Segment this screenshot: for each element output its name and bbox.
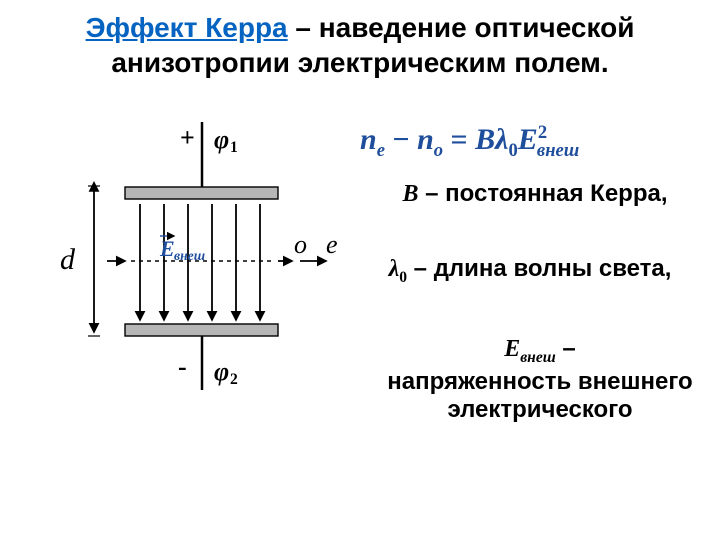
svg-text:-: - bbox=[178, 352, 187, 381]
svg-text:+: + bbox=[180, 123, 195, 152]
svg-text:внеш: внеш bbox=[174, 248, 205, 263]
kerr-cell-diagram: doeEвнеш+-φ1φ2 bbox=[20, 114, 340, 399]
svg-text:d: d bbox=[60, 243, 76, 276]
svg-text:o: o bbox=[294, 230, 307, 259]
kerr-cell-svg: doeEвнеш+-φ1φ2 bbox=[20, 114, 340, 399]
definition-e: Eвнеш – напряженность внешнего электриче… bbox=[380, 335, 700, 425]
definition-lambda: λ0 – длина волны света, bbox=[370, 255, 690, 288]
kerr-formula: ne − no = Bλ0E2внеш bbox=[360, 122, 579, 162]
svg-text:φ: φ bbox=[214, 357, 229, 386]
title-term: Эффект Керра bbox=[86, 12, 288, 43]
slide-title: Эффект Керра – наведение оптической аниз… bbox=[0, 0, 720, 80]
svg-text:φ: φ bbox=[214, 125, 229, 154]
definition-b: B – постоянная Керра, bbox=[385, 180, 685, 209]
svg-text:1: 1 bbox=[230, 139, 238, 156]
svg-text:2: 2 bbox=[230, 371, 238, 388]
svg-text:E: E bbox=[159, 236, 175, 261]
svg-text:e: e bbox=[326, 230, 338, 259]
